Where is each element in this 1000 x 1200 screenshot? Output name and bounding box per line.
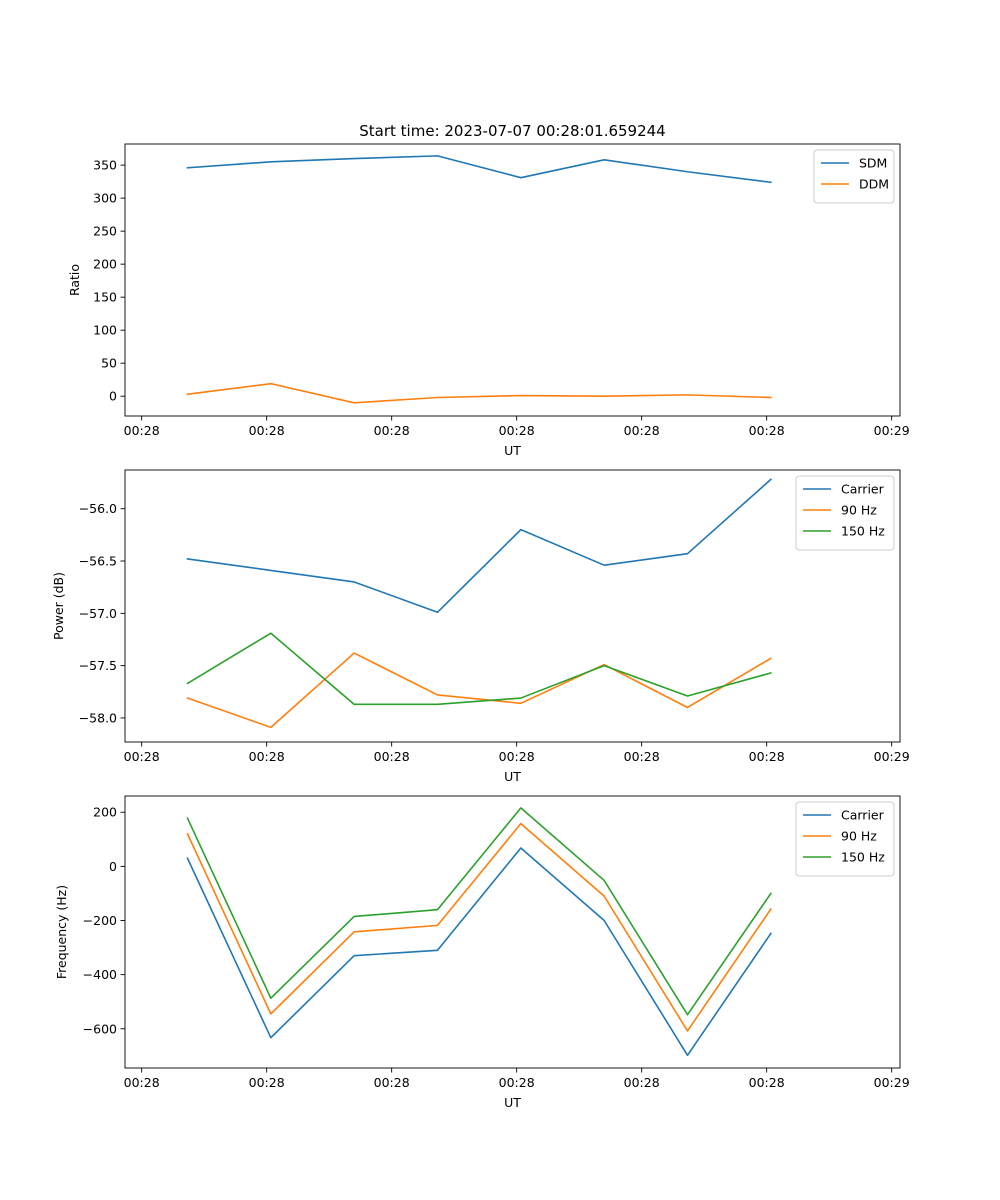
series-line-90-hz <box>186 822 772 1032</box>
chart-title: Start time: 2023-07-07 00:28:01.659244 <box>359 122 665 140</box>
series-line-150-hz <box>186 807 772 1016</box>
y-tick-label: −400 <box>83 967 117 982</box>
legend: Carrier 90 Hz 150 Hz <box>795 475 895 551</box>
y-tick-label: 200 <box>93 257 117 272</box>
x-tick-label: 00:28 <box>124 423 160 438</box>
axes-frame <box>124 795 901 1069</box>
y-tick-label: −56.5 <box>79 554 117 569</box>
x-axis-label: UT <box>504 769 521 784</box>
legend-entry: 150 Hz <box>841 850 885 865</box>
series-line-sdm <box>186 155 772 184</box>
legend-entry: Carrier <box>841 482 885 497</box>
series-line-carrier <box>186 847 772 1057</box>
y-tick-label: 350 <box>93 158 117 173</box>
subplot-3: 00:28 00:28 00:28 00:28 00:28 00:28 00:29 −600 −… <box>54 795 910 1110</box>
legend-entry: DDM <box>859 177 889 192</box>
y-tick-label: 100 <box>93 323 117 338</box>
legend: Carrier 90 Hz 150 Hz <box>795 801 895 877</box>
x-tick-label: 00:29 <box>874 749 910 764</box>
x-axis-label: UT <box>504 443 521 458</box>
y-tick-label: 200 <box>93 805 117 820</box>
x-tick-label: 00:28 <box>374 1075 410 1090</box>
legend-entry: Carrier <box>841 808 885 823</box>
y-tick-label: 0 <box>109 389 117 404</box>
x-tick-label: 00:28 <box>374 423 410 438</box>
y-axis-label: Ratio <box>67 264 82 296</box>
y-tick-label: 250 <box>93 224 117 239</box>
y-tick-label: −57.5 <box>79 658 117 673</box>
charts: 00:28 00:28 00:28 00:28 00:28 00:28 00:29 0 50 10… <box>51 143 910 1110</box>
axes-frame <box>124 143 901 417</box>
x-tick-label: 00:28 <box>624 423 660 438</box>
x-tick-label: 00:28 <box>499 749 535 764</box>
axes-frame <box>124 469 901 743</box>
y-tick-label: 300 <box>93 191 117 206</box>
y-tick-label: −58.0 <box>79 710 117 725</box>
y-tick-label: 150 <box>93 290 117 305</box>
x-tick-label: 00:28 <box>749 423 785 438</box>
legend-entry: 90 Hz <box>841 503 877 518</box>
x-tick-label: 00:28 <box>749 749 785 764</box>
y-axis-label: Power (dB) <box>51 572 66 640</box>
legend-entry: SDM <box>859 156 887 171</box>
series-line-150-hz <box>186 632 772 706</box>
x-tick-label: 00:28 <box>249 423 285 438</box>
x-tick-label: 00:28 <box>124 1075 160 1090</box>
y-axis-label: Frequency (Hz) <box>54 885 69 979</box>
x-tick-label: 00:28 <box>374 749 410 764</box>
y-tick-label: −600 <box>83 1021 117 1036</box>
x-tick-label: 00:28 <box>749 1075 785 1090</box>
x-tick-label: 00:28 <box>499 423 535 438</box>
y-tick-label: −200 <box>83 913 117 928</box>
x-axis-label: UT <box>504 1095 521 1110</box>
y-tick-label: −56.0 <box>79 501 117 516</box>
y-tick-label: 50 <box>101 356 117 371</box>
y-tick-label: 0 <box>109 859 117 874</box>
x-tick-label: 00:28 <box>624 1075 660 1090</box>
y-tick-label: −57.0 <box>79 606 117 621</box>
x-tick-label: 00:28 <box>249 1075 285 1090</box>
subplot-2: 00:28 00:28 00:28 00:28 00:28 00:28 00:29 −58.0… <box>51 469 910 784</box>
x-tick-label: 00:29 <box>874 423 910 438</box>
x-tick-label: 00:28 <box>249 749 285 764</box>
legend-entry: 150 Hz <box>841 524 885 539</box>
x-tick-label: 00:28 <box>499 1075 535 1090</box>
x-tick-label: 00:28 <box>124 749 160 764</box>
legend-entry: 90 Hz <box>841 829 877 844</box>
series-line-ddm <box>186 382 772 404</box>
subplot-1: 00:28 00:28 00:28 00:28 00:28 00:28 00:29 0 50 10… <box>67 143 910 458</box>
series-line-carrier <box>186 478 772 614</box>
legend: SDM DDM <box>813 149 895 204</box>
x-tick-label: 00:29 <box>874 1075 910 1090</box>
series-line-90-hz <box>186 652 772 729</box>
x-tick-label: 00:28 <box>624 749 660 764</box>
